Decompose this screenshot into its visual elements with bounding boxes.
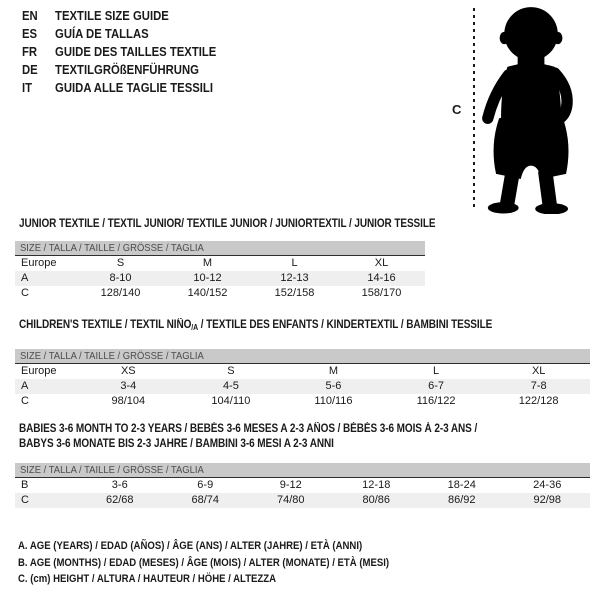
babies-table-title: BABIES 3-6 MONTH TO 2-3 YEARS / BEBÉS 3-…	[19, 422, 546, 452]
babies-table: SIZE / TALLA / TAILLE / GRÖSSE / TAGLIA …	[15, 463, 590, 508]
footnotes: A. AGE (YEARS) / EDAD (AÑOS) / ÂGE (ANS)…	[18, 538, 445, 588]
size-cell: XL	[531, 365, 546, 377]
height-cell: 104/110	[211, 395, 251, 407]
language-code: FR	[22, 44, 38, 59]
height-cell: 116/122	[416, 395, 456, 407]
children-table: SIZE / TALLA / TAILLE / GRÖSSE / TAGLIA …	[15, 349, 590, 409]
size-cell: L	[433, 365, 440, 377]
age-cell: 6-7	[428, 380, 445, 392]
babies-title-line1: BABIES 3-6 MONTH TO 2-3 YEARS / BEBÉS 3-…	[19, 423, 478, 435]
children-title-post: / TEXTILE DES ENFANTS / KINDERTEXTIL / B…	[198, 319, 493, 331]
footnote-b: B. AGE (MONTHS) / EDAD (MESES) / ÂGE (MO…	[18, 556, 390, 569]
age-cell: 24-36	[533, 479, 562, 491]
size-cell: M	[202, 257, 213, 269]
height-cell: 122/128	[518, 395, 559, 407]
size-header-bar: SIZE / TALLA / TAILLE / GRÖSSE / TAGLIA	[15, 463, 590, 478]
size-header-bar: SIZE / TALLA / TAILLE / GRÖSSE / TAGLIA	[15, 241, 425, 256]
row-label: C	[21, 395, 29, 407]
baby-silhouette	[482, 7, 573, 214]
height-cell: 86/92	[447, 494, 476, 506]
height-cell: 68/74	[191, 494, 220, 506]
language-row-en: EN TEXTILE SIZE GUIDE	[22, 7, 216, 25]
age-cell: 18-24	[447, 479, 476, 491]
row-label: B	[21, 479, 29, 491]
footnote-c: C. (cm) HEIGHT / ALTURA / HAUTEUR / HÖHE…	[18, 573, 277, 585]
size-cell: S	[116, 257, 125, 269]
height-cell: 74/80	[276, 494, 305, 506]
height-measure-dotted-line	[473, 8, 475, 207]
language-title: TEXTILGRÖßENFÜHRUNG	[55, 62, 199, 77]
size-header-label: SIZE / TALLA / TAILLE / GRÖSSE / TAGLIA	[20, 464, 204, 476]
junior-table: SIZE / TALLA / TAILLE / GRÖSSE / TAGLIA …	[15, 241, 425, 301]
height-cell: 92/98	[533, 494, 562, 506]
age-cell: 5-6	[325, 380, 342, 392]
age-cell: 12-13	[280, 272, 309, 284]
language-title: GUÍA DE TALLAS	[55, 26, 149, 41]
babies-title-line2: BABYS 3-6 MONATE BIS 2-3 JAHRE / BAMBINI…	[19, 438, 334, 450]
language-title: GUIDA ALLE TAGLIE TESSILI	[55, 80, 213, 95]
children-table-title: CHILDREN'S TEXTILE / TEXTIL NIÑO/A / TEX…	[19, 318, 492, 335]
age-cell: 4-5	[222, 380, 239, 392]
age-cell: 14-16	[367, 272, 396, 284]
age-cell: 3-4	[120, 380, 137, 392]
height-cell: 110/116	[314, 395, 353, 407]
height-label-c: C	[452, 102, 462, 117]
language-title: GUIDE DES TAILLES TEXTILE	[55, 44, 217, 59]
language-row-es: ES GUÍA DE TALLAS	[22, 25, 216, 43]
size-cell: M	[328, 365, 339, 377]
language-title: TEXTILE SIZE GUIDE	[55, 8, 169, 23]
table-row: C 128/140 140/152 152/158 158/170	[15, 286, 425, 301]
size-cell: XL	[374, 257, 389, 269]
table-row: C 98/104 104/110 110/116 116/122 122/128	[15, 394, 590, 409]
row-label: C	[21, 494, 29, 506]
age-cell: 8-10	[109, 272, 132, 284]
size-cell: L	[291, 257, 298, 269]
size-header-label: SIZE / TALLA / TAILLE / GRÖSSE / TAGLIA	[20, 350, 204, 362]
height-cell: 152/158	[274, 287, 315, 299]
size-cell: XS	[120, 365, 136, 377]
language-row-de: DE TEXTILGRÖßENFÜHRUNG	[22, 61, 216, 79]
height-cell: 128/140	[100, 287, 141, 299]
language-row-fr: FR GUIDE DES TAILLES TEXTILE	[22, 43, 216, 61]
age-cell: 6-9	[197, 479, 214, 491]
junior-table-title: JUNIOR TEXTILE / TEXTIL JUNIOR/ TEXTILE …	[19, 218, 436, 230]
table-row: A 8-10 10-12 12-13 14-16	[15, 271, 425, 286]
age-cell: 9-12	[279, 479, 302, 491]
table-row: Europe XS S M L XL	[15, 364, 590, 379]
size-cell: S	[227, 365, 235, 377]
size-header-label: SIZE / TALLA / TAILLE / GRÖSSE / TAGLIA	[20, 242, 204, 254]
language-list: EN TEXTILE SIZE GUIDE ES GUÍA DE TALLAS …	[22, 7, 245, 97]
height-cell: 140/152	[187, 287, 228, 299]
children-title-subscript: /A	[191, 323, 199, 332]
row-label: C	[21, 287, 29, 299]
age-cell: 3-6	[111, 479, 128, 491]
language-code: ES	[22, 26, 38, 41]
row-label: A	[21, 380, 29, 392]
height-cell: 62/68	[105, 494, 134, 506]
size-header-bar: SIZE / TALLA / TAILLE / GRÖSSE / TAGLIA	[15, 349, 590, 364]
height-cell: 98/104	[111, 395, 146, 407]
table-row: A 3-4 4-5 5-6 6-7 7-8	[15, 379, 590, 394]
row-label: Europe	[21, 257, 57, 269]
table-row: Europe S M L XL	[15, 256, 425, 271]
height-cell: 158/170	[361, 287, 402, 299]
age-cell: 12-18	[362, 479, 391, 491]
row-label: Europe	[21, 365, 57, 377]
language-code: IT	[22, 80, 33, 95]
row-label: A	[21, 272, 29, 284]
children-title-pre: CHILDREN'S TEXTILE / TEXTIL NIÑO	[19, 319, 192, 331]
age-cell: 10-12	[193, 272, 222, 284]
footnote-a: A. AGE (YEARS) / EDAD (AÑOS) / ÂGE (ANS)…	[18, 540, 363, 552]
language-row-it: IT GUIDA ALLE TAGLIE TESSILI	[22, 79, 216, 97]
age-cell: 7-8	[530, 380, 547, 392]
language-code: EN	[22, 8, 38, 23]
table-row: B 3-6 6-9 9-12 12-18 18-24 24-36	[15, 478, 590, 493]
height-cell: 80/86	[362, 494, 391, 506]
language-code: DE	[22, 62, 38, 77]
table-row: C 62/68 68/74 74/80 80/86 86/92 92/98	[15, 493, 590, 508]
